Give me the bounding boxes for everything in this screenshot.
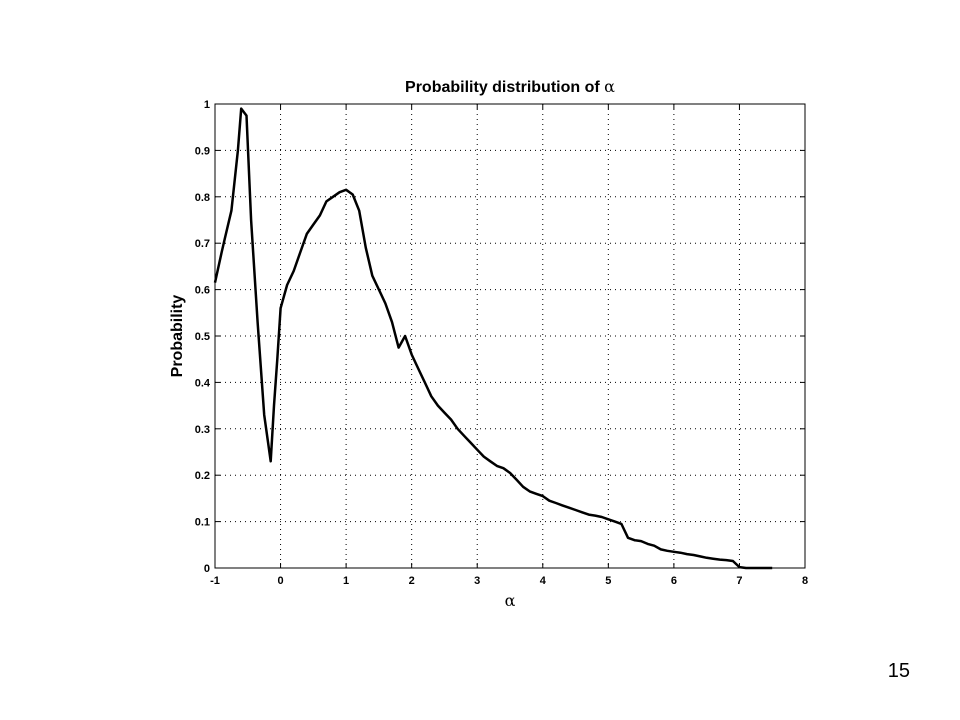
- y-tick-label: 0.2: [195, 470, 210, 482]
- y-tick-label: 0.3: [195, 424, 210, 436]
- y-tick-label: 0.5: [195, 331, 210, 343]
- y-tick-label: 0.4: [195, 377, 211, 389]
- x-tick-label: -1: [210, 575, 220, 587]
- y-tick-label: 1: [204, 99, 210, 111]
- page-number: 15: [887, 660, 910, 682]
- x-axis-label: α: [505, 591, 516, 610]
- chart-title-symbol: α: [604, 77, 615, 96]
- series-line: [213, 107, 773, 570]
- y-tick-label: 0.6: [195, 285, 210, 297]
- x-tick-labels: -1 0 1 2 3 4 5 6 7 8: [210, 575, 808, 587]
- y-tick-label: 0: [204, 563, 210, 575]
- grid: [215, 104, 805, 568]
- x-tick-label: 7: [736, 575, 742, 587]
- x-tick-label: 1: [343, 575, 349, 587]
- chart-title: Probability distribution of α: [405, 77, 615, 96]
- x-tick-label: 4: [540, 575, 547, 587]
- chart-title-text: Probability distribution of: [405, 79, 604, 96]
- y-tick-label: 0.1: [195, 517, 210, 529]
- x-tick-label: 0: [277, 575, 283, 587]
- x-tick-label: 3: [474, 575, 480, 587]
- x-tick-label: 8: [802, 575, 808, 587]
- y-tick-labels: 0 0.1 0.2 0.3 0.4 0.5 0.6 0.7 0.8 0.9 1: [195, 99, 211, 575]
- y-tick-label: 0.9: [195, 145, 210, 157]
- x-tick-label: 2: [409, 575, 415, 587]
- x-tick-label: 5: [605, 575, 611, 587]
- x-tick-label: 6: [671, 575, 677, 587]
- plot-frame: [214, 103, 806, 569]
- y-axis-label: Probability: [169, 295, 186, 378]
- y-tick-label: 0.8: [195, 192, 210, 204]
- y-tick-label: 0.7: [195, 238, 210, 250]
